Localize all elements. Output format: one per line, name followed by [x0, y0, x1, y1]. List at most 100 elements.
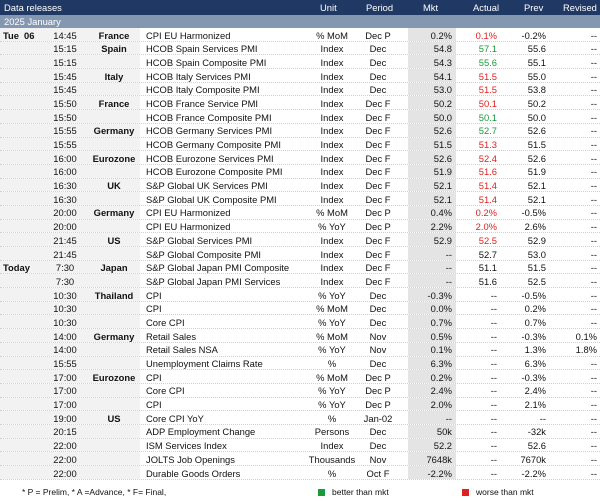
period: Dec — [369, 84, 387, 96]
event: Retail Sales — [146, 330, 197, 342]
mkt: 0.2% — [430, 371, 452, 383]
prev: 2.4% — [524, 385, 546, 397]
mkt: 7648k — [426, 453, 452, 465]
left-shade — [0, 178, 140, 192]
mkt-shade — [408, 466, 456, 479]
better-label: better than mkt — [332, 487, 389, 497]
revised: -- — [590, 467, 597, 479]
period: Dec — [369, 426, 387, 438]
unit: Index — [320, 111, 344, 123]
time: 15:15 — [53, 43, 77, 55]
revised: -- — [590, 43, 597, 55]
left-shade — [0, 164, 140, 178]
actual: 51.3 — [478, 139, 497, 150]
left-shade — [0, 356, 140, 370]
country: UK — [107, 180, 121, 192]
period: Dec F — [365, 248, 391, 260]
release-row: 21:45 S&P Global Composite PMI Index Dec F -… — [0, 247, 600, 261]
unit: Index — [320, 43, 344, 55]
left-shade — [0, 274, 140, 288]
period: Dec — [369, 289, 387, 301]
header-prev: Prev — [524, 2, 544, 13]
unit: Index — [320, 152, 344, 164]
event: HCOB Spain Composite PMI — [146, 56, 267, 68]
actual: 0.2% — [475, 207, 497, 219]
mkt: 50k — [436, 426, 452, 438]
mkt-shade — [408, 55, 456, 69]
release-row: 17:00 CPI % YoY Dec P 2.0% -- 2.1% -- — [0, 397, 600, 412]
time: 17:00 — [53, 399, 77, 411]
unit: Index — [320, 125, 344, 137]
unit: % — [327, 358, 337, 369]
left-shade — [0, 69, 140, 82]
mkt-shade — [408, 28, 456, 41]
actual: 51.5 — [478, 84, 497, 96]
time: 15:50 — [53, 111, 77, 123]
release-row: 15:50 France HCOB France Service PMI Index D… — [0, 96, 600, 111]
time: 16:00 — [53, 166, 77, 178]
mkt-shade — [408, 96, 456, 110]
release-row: 16:30 UK S&P Global UK Services PMI Index De… — [0, 178, 600, 193]
mkt: 52.1 — [433, 180, 452, 192]
time: 7:30 — [55, 275, 75, 287]
period: Dec — [369, 303, 387, 315]
revised: -- — [590, 412, 597, 424]
left-shade — [0, 342, 140, 356]
actual: 52.7 — [478, 125, 497, 137]
event: HCOB Germany Services PMI — [146, 125, 273, 137]
left-shade — [0, 370, 140, 383]
actual: -- — [490, 385, 497, 397]
left-shade — [0, 438, 140, 452]
mkt: 0.1% — [430, 344, 452, 356]
revised: -- — [590, 97, 597, 109]
release-row: 15:45 Italy HCOB Italy Services PMI Index De… — [0, 69, 600, 83]
event: HCOB Italy Services PMI — [146, 70, 251, 82]
left-shade — [0, 41, 140, 55]
prev: 52.1 — [527, 193, 546, 205]
release-row: 20:00 Germany CPI EU Harmonized % MoM Dec P 0… — [0, 205, 600, 220]
prev: 51.5 — [527, 139, 546, 150]
event: ADP Employment Change — [146, 426, 256, 438]
mkt-shade — [408, 137, 456, 151]
left-shade — [0, 55, 140, 69]
revised: -- — [590, 84, 597, 96]
country: Eurozone — [92, 371, 136, 383]
country: France — [98, 29, 130, 41]
actual: 51.5 — [478, 70, 497, 82]
mkt-shade — [408, 164, 456, 178]
revised: -- — [590, 453, 597, 465]
mkt-shade — [408, 178, 456, 192]
time: 15:50 — [53, 97, 77, 109]
header-revised: Revised — [563, 2, 597, 13]
mkt: 2.4% — [430, 385, 452, 397]
event: Durable Goods Orders — [146, 467, 241, 479]
mkt: 52.2 — [433, 440, 452, 452]
prev: 53.0 — [527, 248, 546, 260]
event: S&P Global Japan PMI Services — [146, 275, 281, 287]
period: Dec — [369, 56, 387, 68]
period: Dec — [369, 316, 387, 328]
header-row: Data releases Unit Period Mkt Actual Pre… — [0, 0, 600, 15]
time: 10:30 — [53, 289, 77, 301]
revised: -- — [590, 426, 597, 438]
release-row: 15:55 Germany HCOB Germany Services PMI Ind… — [0, 123, 600, 138]
unit: % — [327, 412, 337, 424]
time: 21:45 — [53, 234, 77, 246]
actual: -- — [490, 344, 497, 356]
country: Germany — [93, 125, 135, 137]
period: Dec P — [365, 399, 391, 411]
country: Spain — [101, 43, 127, 55]
revised: -- — [590, 70, 597, 82]
period: Dec F — [365, 166, 391, 178]
time: 20:00 — [53, 207, 77, 219]
mkt-shade — [408, 315, 456, 329]
release-row: 15:15 HCOB Spain Composite PMI Index Dec 54.… — [0, 55, 600, 70]
release-row: 21:45 US S&P Global Services PMI Index Dec F… — [0, 233, 600, 247]
revised: 0.1% — [575, 330, 597, 342]
actual: -- — [490, 303, 497, 315]
prev: 50.2 — [527, 97, 546, 109]
revised: -- — [590, 289, 597, 301]
header-title: Data releases — [4, 2, 62, 13]
country: Japan — [100, 262, 128, 274]
period: Dec F — [365, 193, 391, 205]
